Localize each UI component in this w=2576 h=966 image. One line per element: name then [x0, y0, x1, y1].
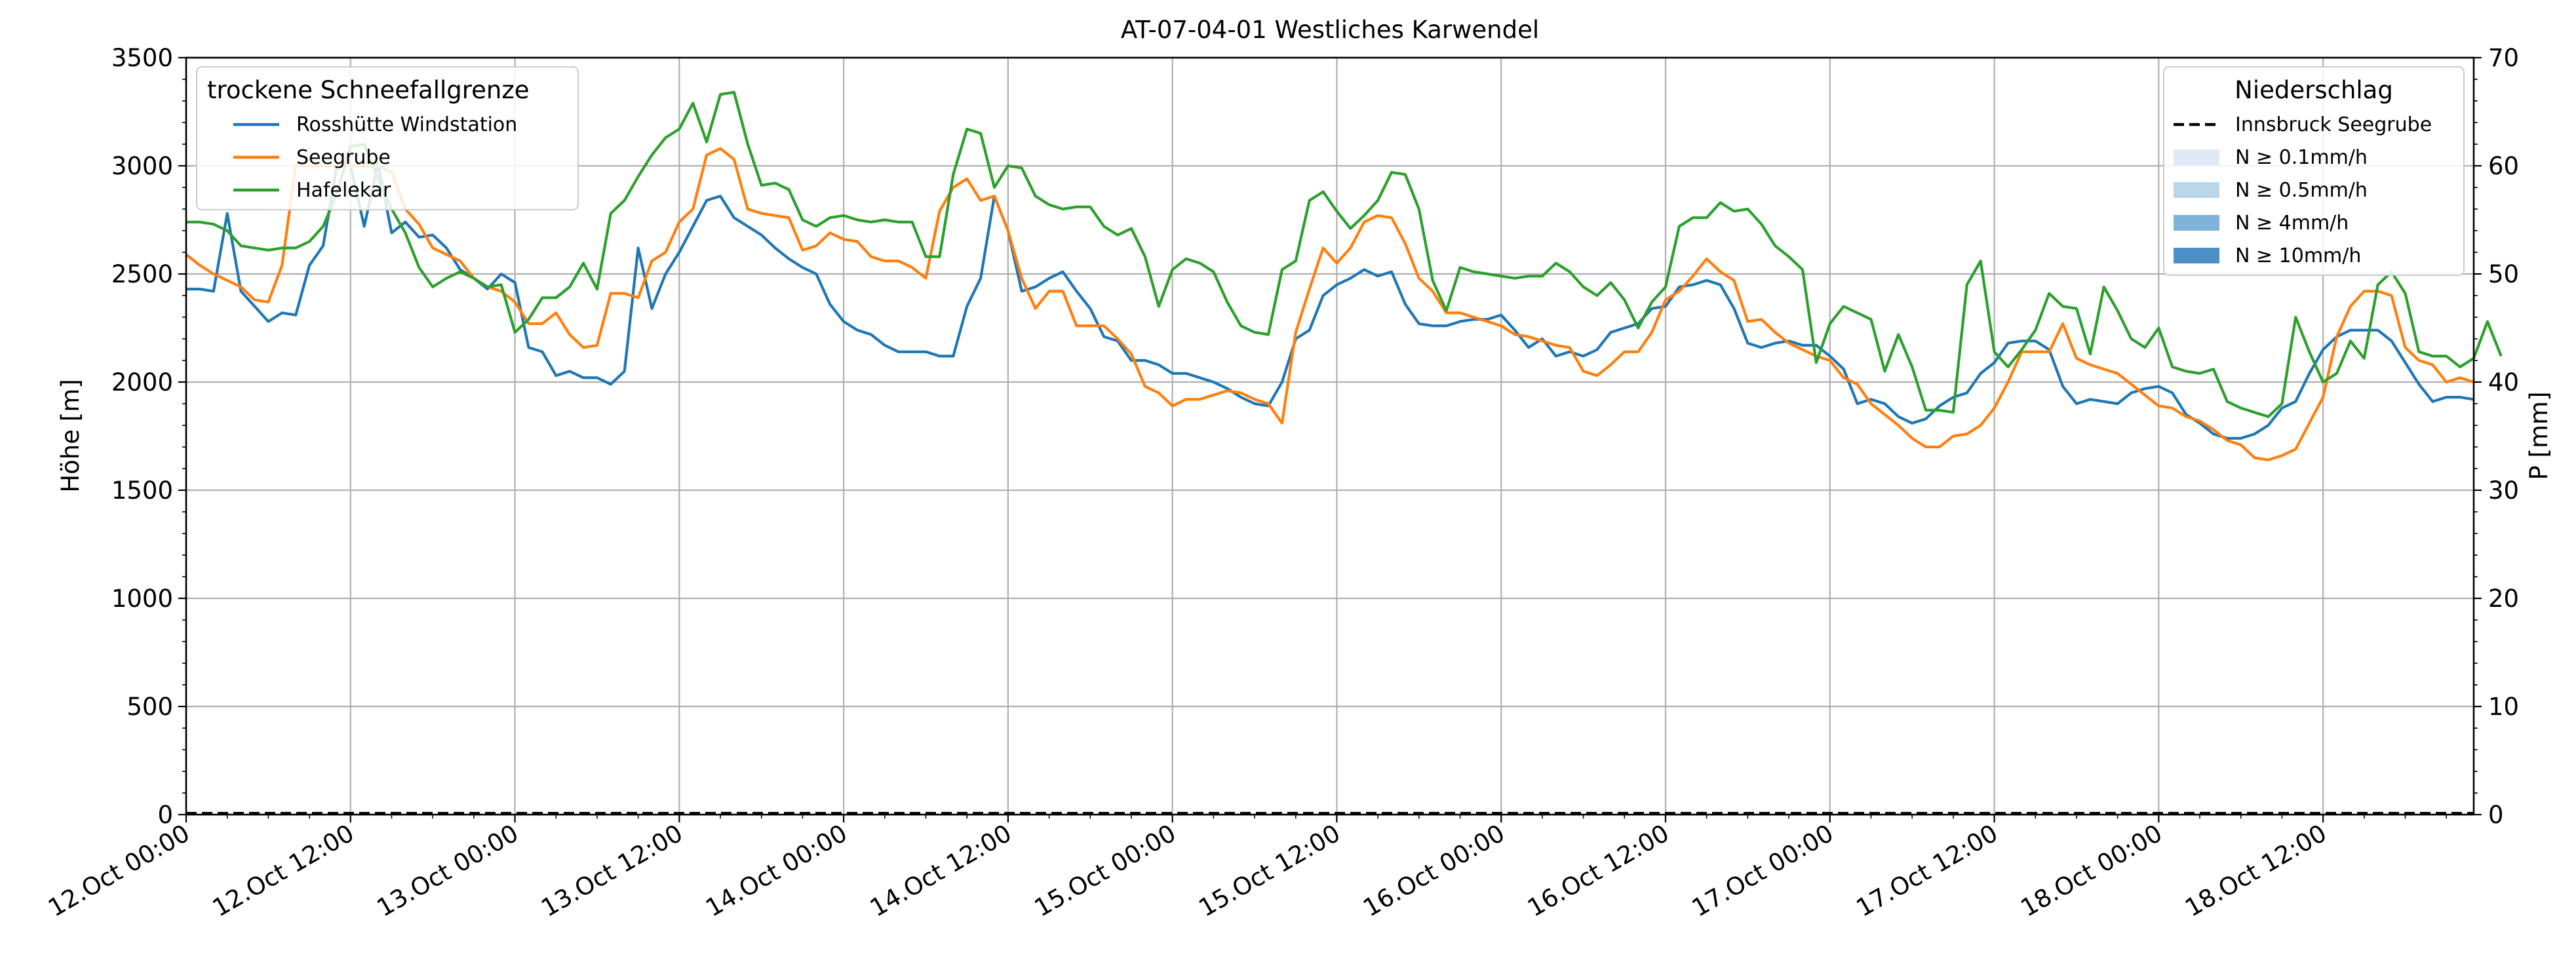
- legend-label-rosshuette: Rosshütte Windstation: [296, 113, 517, 136]
- y-tick-label: 2500: [111, 260, 173, 288]
- y-tick-label: 0: [157, 801, 173, 829]
- legend-label-innsbruck-seegrube: Innsbruck Seegrube: [2235, 113, 2432, 136]
- x-tick-label: 16.Oct 00:00: [1358, 819, 1509, 923]
- y-tick-label: 3000: [111, 152, 173, 180]
- y2-tick-label: 50: [2488, 260, 2519, 288]
- x-tick-label: 14.Oct 00:00: [701, 819, 851, 923]
- x-tick-label: 15.Oct 12:00: [1194, 819, 1345, 923]
- legend-schneefallgrenze: trockene Schneefallgrenze Rosshütte Wind…: [196, 66, 579, 210]
- legend-label-n01: N ≥ 0.1mm/h: [2235, 146, 2368, 169]
- legend-left-title: trockene Schneefallgrenze: [207, 76, 530, 104]
- y2-tick-label: 40: [2488, 368, 2519, 396]
- legend-label-seegrube: Seegrube: [296, 146, 391, 169]
- chart-title: AT-07-04-01 Westliches Karwendel: [1121, 16, 1539, 44]
- legend-right-box: [2163, 66, 2465, 276]
- y2-tick-label: 30: [2488, 476, 2519, 505]
- x-tick-label: 12.Oct 12:00: [208, 819, 359, 923]
- y2-tick-label: 70: [2488, 44, 2519, 72]
- x-tick-label: 13.Oct 00:00: [372, 819, 523, 923]
- series-line-2: [186, 90, 2503, 418]
- y-tick-label: 1500: [111, 476, 173, 505]
- x-tick-label: 17.Oct 12:00: [1852, 819, 2002, 923]
- y2-tick-label: 20: [2488, 585, 2519, 613]
- y-axis-label: Höhe [m]: [56, 379, 85, 492]
- y2-tick-label: 60: [2488, 152, 2519, 180]
- legend-swatch-n10: [2174, 248, 2219, 263]
- x-tick-label: 18.Oct 12:00: [2180, 819, 2331, 923]
- y-tick-label: 3500: [111, 44, 173, 72]
- legend-label-n4: N ≥ 4mm/h: [2235, 212, 2349, 235]
- legend-swatch-n01: [2174, 149, 2219, 165]
- series-line-1: [185, 147, 2474, 461]
- x-tick-label: 16.Oct 12:00: [1523, 819, 1673, 923]
- legend-swatch-n4: [2174, 215, 2219, 231]
- legend-left-box: [196, 66, 579, 210]
- y2-axis-label: P [mm]: [2525, 391, 2553, 480]
- legend-right-title: Niederschlag: [2234, 76, 2393, 104]
- legend-swatch-n05: [2174, 182, 2219, 198]
- series-layer: [185, 90, 2503, 815]
- x-tick-label: 14.Oct 12:00: [865, 819, 1016, 923]
- legend-label-n10: N ≥ 10mm/h: [2235, 244, 2361, 267]
- legend-label-n05: N ≥ 0.5mm/h: [2235, 179, 2368, 202]
- y2-tick-label: 0: [2488, 801, 2504, 829]
- legend-niederschlag: Niederschlag Innsbruck Seegrube N ≥ 0.1m…: [2163, 66, 2465, 276]
- grid-layer: [185, 56, 2474, 816]
- x-tick-label: 17.Oct 00:00: [1687, 819, 1838, 923]
- y-tick-label: 2000: [111, 368, 173, 396]
- x-tick-label: 13.Oct 12:00: [536, 819, 687, 923]
- series-line-0: [186, 162, 2474, 440]
- x-tick-label: 15.Oct 00:00: [1030, 819, 1181, 923]
- y2-tick-label: 10: [2488, 693, 2519, 721]
- legend-label-hafelekar: Hafelekar: [296, 179, 391, 202]
- y-tick-label: 500: [127, 693, 173, 721]
- x-tick-label: 12.Oct 00:00: [43, 819, 194, 923]
- x-tick-label: 18.Oct 00:00: [2016, 819, 2166, 923]
- y-tick-label: 1000: [111, 585, 173, 613]
- plot-frame: [185, 56, 2475, 816]
